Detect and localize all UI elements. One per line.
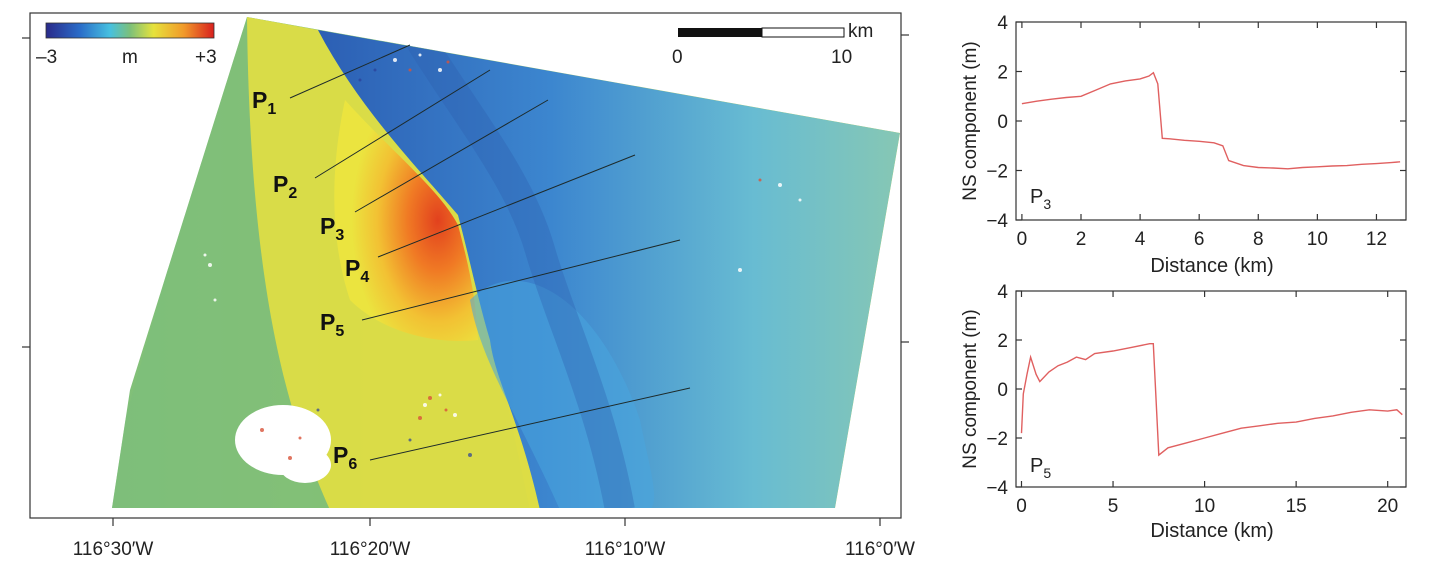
- colorbar-max-label: +3: [195, 47, 217, 68]
- y-tick-label: 4: [997, 282, 1008, 303]
- x-tick-label: 2: [1076, 229, 1087, 250]
- y-tick-label: −4: [986, 478, 1008, 499]
- profile-chart-p5: −4 −2 0 2 4 0 5 10 15 20: [986, 282, 1407, 517]
- scalebar-start-label: 0: [672, 47, 683, 68]
- x-tick-label: 0: [1016, 496, 1027, 517]
- map-x-tick-label: 116°0′W: [845, 539, 915, 560]
- x-tick-label: 15: [1286, 496, 1307, 517]
- profile-line-p4: [377, 154, 636, 258]
- x-tick-label: 10: [1194, 496, 1215, 517]
- deformation-swath: [112, 17, 900, 508]
- x-tick-label: 10: [1307, 229, 1328, 250]
- scalebar-white-segment: [761, 27, 845, 38]
- profile-series-line: [1020, 343, 1403, 457]
- profile-label-p6: P6: [333, 442, 357, 473]
- scalebar-black-segment: [678, 28, 762, 37]
- profile-label-p2: P2: [273, 171, 297, 202]
- chart-p5-panel-label: P5: [1030, 455, 1051, 481]
- x-tick-label: 0: [1017, 229, 1028, 250]
- profile-line-p1: [289, 44, 411, 99]
- x-tick-label: 4: [1135, 229, 1146, 250]
- chart-p3-panel-label: P3: [1030, 186, 1051, 212]
- profile-labels: P1 P2 P3 P4 P5 P6: [252, 87, 369, 473]
- x-tick-label: 12: [1366, 229, 1387, 250]
- y-tick-label: 2: [997, 331, 1008, 352]
- profile-label-p1: P1: [252, 87, 276, 118]
- profile-label-p4: P4: [345, 255, 369, 286]
- profile-line-p2: [314, 69, 491, 179]
- profile-label-p5: P5: [320, 309, 344, 340]
- profile-series-line: [1021, 71, 1401, 170]
- x-tick-label: 8: [1253, 229, 1264, 250]
- chart-p5-ylabel: NS component (m): [960, 309, 981, 468]
- profile-lines: [289, 44, 691, 461]
- y-tick-label: −4: [986, 211, 1008, 232]
- x-tick-label: 20: [1377, 496, 1398, 517]
- map-x-tick-label: 116°30′W: [73, 539, 154, 560]
- chart-p3-ylabel: NS component (m): [960, 41, 981, 200]
- colorbar-unit-label: m: [122, 47, 138, 68]
- x-tick-label: 5: [1108, 496, 1119, 517]
- colorbar: [45, 22, 215, 39]
- profile-line-p3: [354, 99, 549, 213]
- profile-chart-p3: −4 −2 0 2 4 0 2 4 6 8 10 12: [986, 13, 1407, 250]
- y-tick-label: −2: [986, 429, 1008, 450]
- chart-frame: [1015, 21, 1407, 221]
- chart-p3-xlabel: Distance (km): [1150, 255, 1273, 277]
- map-x-tick-labels: 116°30′W 116°20′W 116°10′W 116°0′W: [73, 539, 915, 560]
- y-tick-label: 0: [997, 112, 1008, 133]
- scalebar-end-label: 10: [831, 47, 852, 68]
- y-tick-label: −2: [986, 162, 1008, 183]
- y-tick-label: 4: [997, 13, 1008, 34]
- profile-line-p6: [369, 387, 691, 461]
- map-x-ticks: [112, 518, 881, 526]
- colorbar-min-label: –3: [36, 47, 57, 68]
- map-x-tick-label: 116°10′W: [585, 539, 666, 560]
- profile-line-p5: [361, 239, 681, 321]
- profile-label-p3: P3: [320, 213, 344, 244]
- chart-frame: [1015, 290, 1407, 488]
- scalebar-unit: km: [848, 21, 873, 42]
- y-tick-label: 2: [997, 63, 1008, 84]
- map-x-tick-label: 116°20′W: [330, 539, 411, 560]
- chart-p5-xlabel: Distance (km): [1150, 520, 1273, 542]
- x-tick-label: 6: [1194, 229, 1205, 250]
- y-tick-label: 0: [997, 380, 1008, 401]
